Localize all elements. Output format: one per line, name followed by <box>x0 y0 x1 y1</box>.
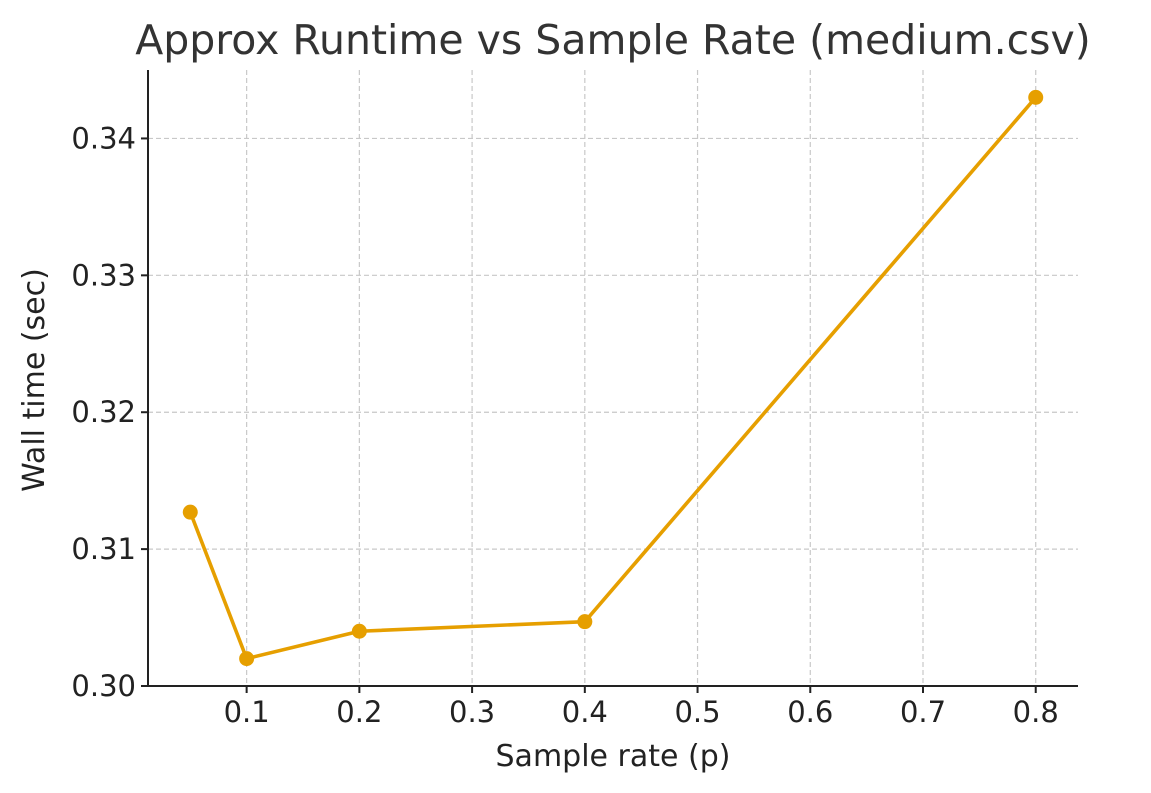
ticks-layer: 0.1 0.2 0.3 0.4 0.5 0.6 0.7 0.8 0.30 0.31 0.32 0.33… <box>71 121 1058 729</box>
data-point <box>239 651 255 667</box>
x-tick-label: 0.3 <box>449 695 495 729</box>
y-axis-label: Wall time (sec) <box>17 268 52 492</box>
x-tick-label: 0.7 <box>900 695 946 729</box>
data-point <box>577 614 593 630</box>
series-line <box>188 95 1038 661</box>
x-axis-label: Sample rate (p) <box>496 739 731 774</box>
y-tick-label: 0.32 <box>71 395 136 429</box>
x-tick-label: 0.5 <box>674 695 720 729</box>
y-tick-label: 0.30 <box>71 669 136 703</box>
y-tick-label: 0.34 <box>71 121 136 155</box>
x-tick-label: 0.1 <box>224 695 270 729</box>
x-tick-label: 0.2 <box>336 695 382 729</box>
x-tick-label: 0.4 <box>562 695 608 729</box>
chart-title: Approx Runtime vs Sample Rate (medium.cs… <box>135 16 1091 64</box>
axes-layer <box>147 70 1078 687</box>
y-tick-label: 0.31 <box>71 532 136 566</box>
data-point <box>182 504 198 520</box>
grid-layer <box>148 70 1078 687</box>
data-point <box>351 623 367 639</box>
x-tick-label: 0.8 <box>1013 695 1059 729</box>
y-tick-label: 0.33 <box>71 258 136 292</box>
series-layer <box>182 89 1044 667</box>
x-tick-label: 0.6 <box>787 695 833 729</box>
data-point <box>1028 89 1044 105</box>
